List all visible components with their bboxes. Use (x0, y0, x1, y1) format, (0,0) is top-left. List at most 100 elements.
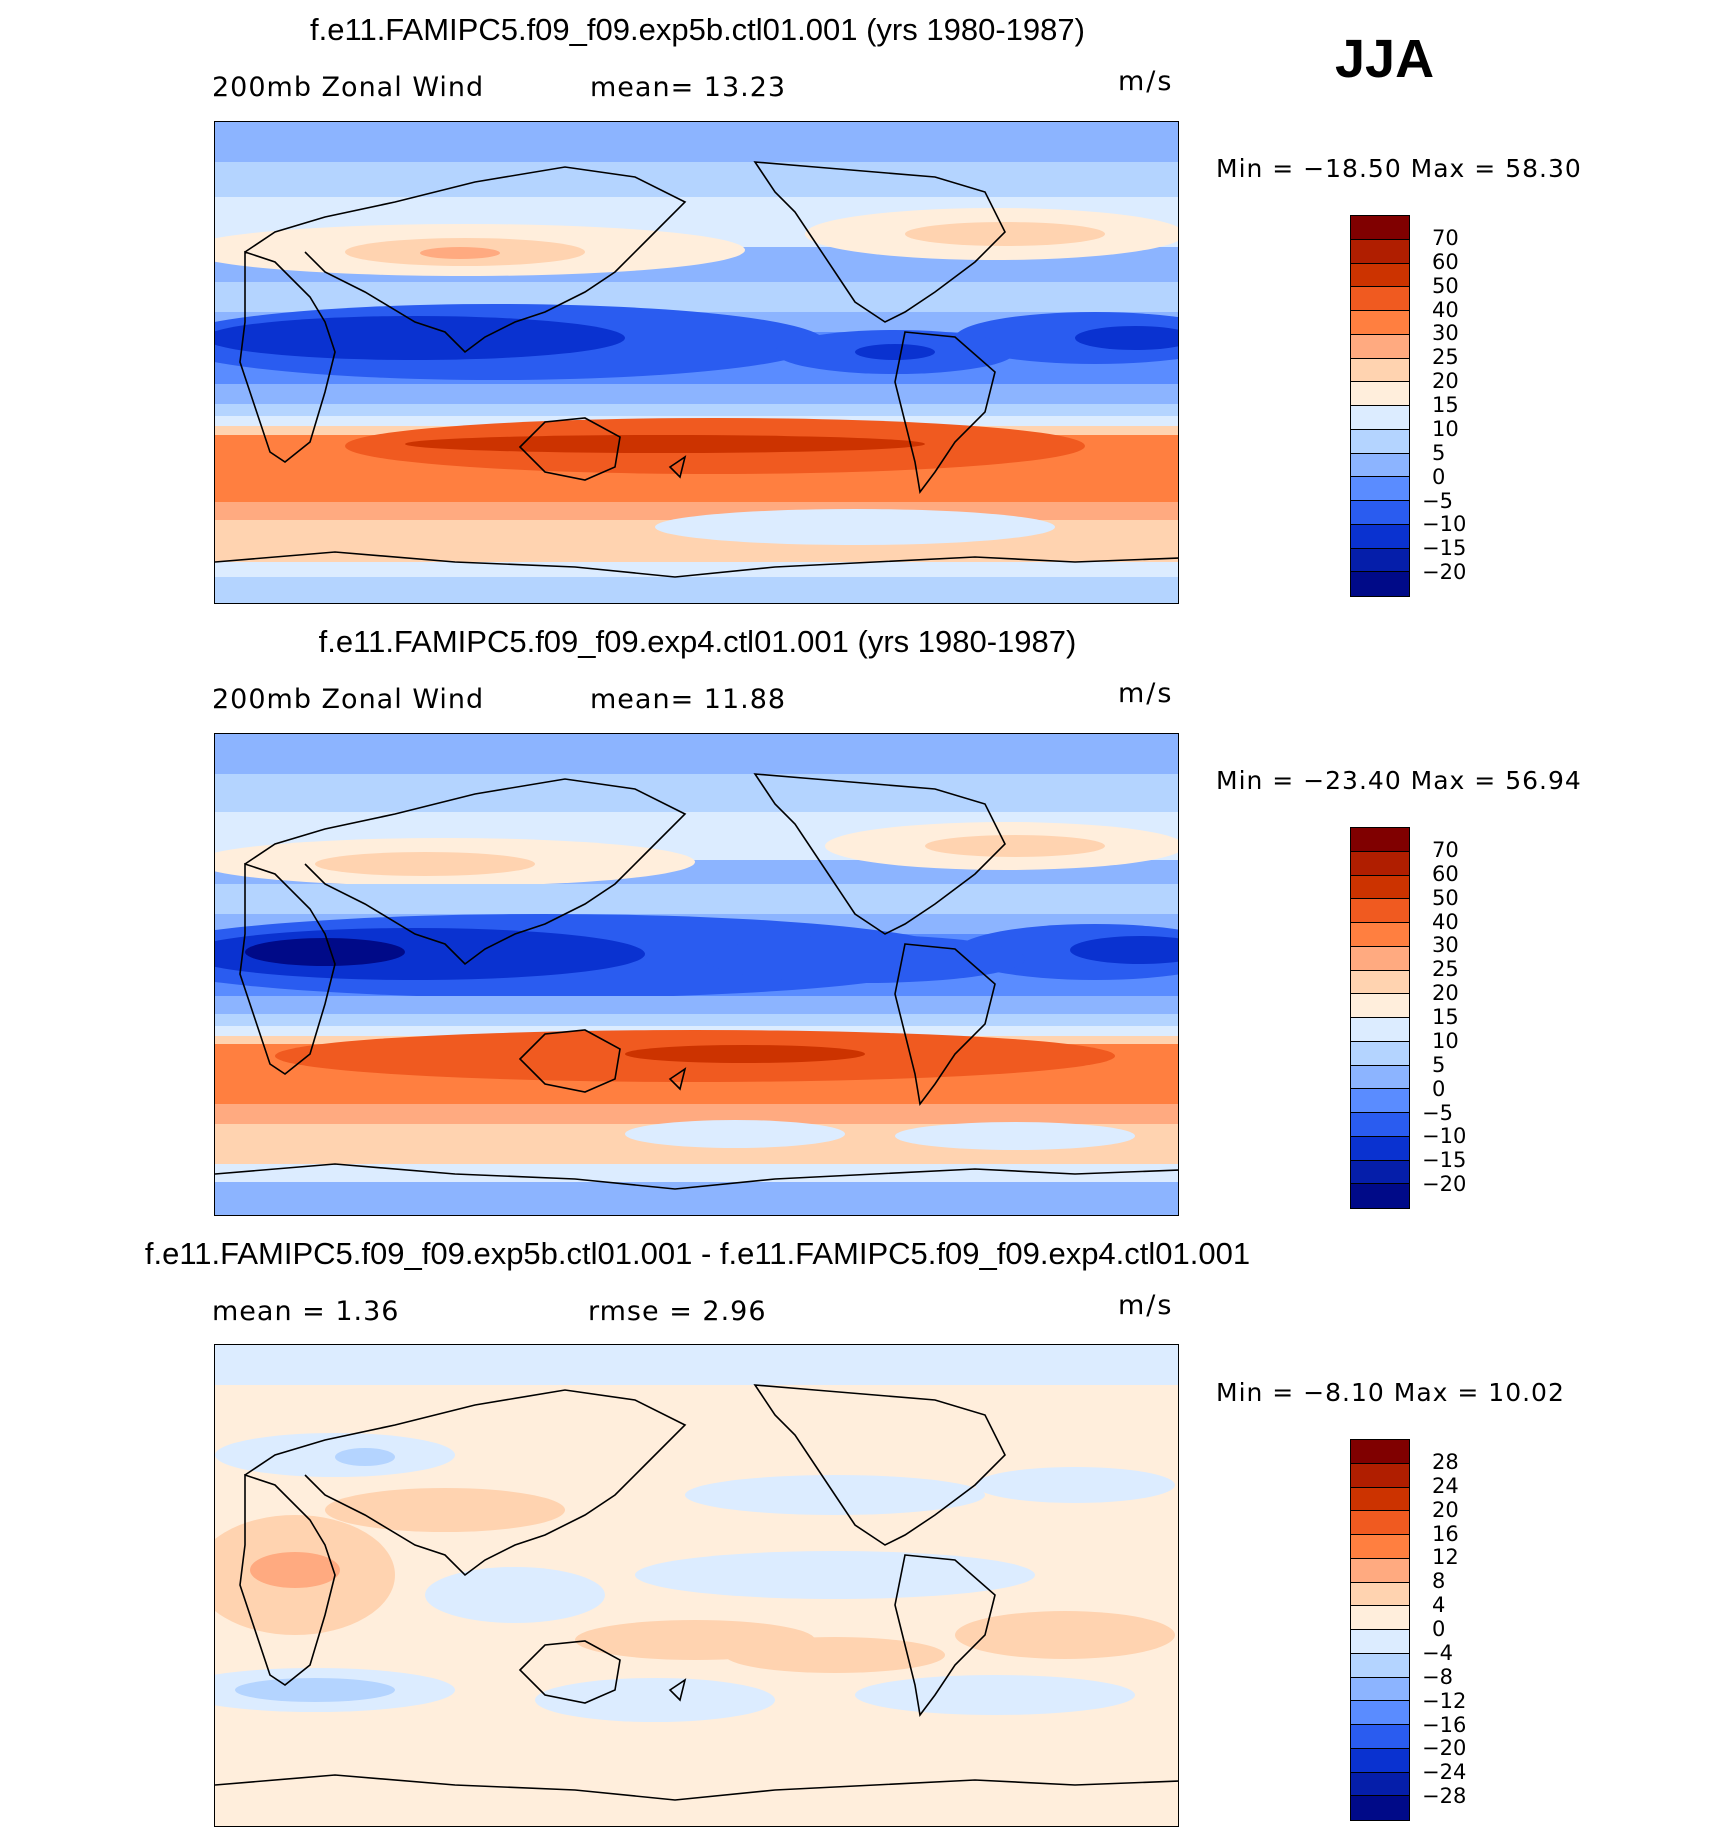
panel-3-colorbar (1350, 1439, 1410, 1821)
colorbar-tick-label: 60 (1432, 861, 1459, 886)
colorbar-segment (1351, 453, 1409, 478)
season-label: JJA (1335, 29, 1435, 89)
panel-1-band-north-pole (215, 122, 1178, 152)
colorbar-segment (1351, 1487, 1409, 1512)
colorbar-tick-label: 20 (1432, 369, 1459, 394)
panel-1-band-sh-transition-1 (215, 404, 1178, 416)
panel-1-band-equator (215, 384, 1178, 404)
panel-2-nh-jet-asia-core (315, 852, 535, 876)
colorbar-segment (1351, 1184, 1409, 1208)
panel-3-pos-asia (325, 1488, 565, 1532)
panel-1-nh-jet-asia-max (420, 247, 500, 259)
colorbar-tick-label: 5 (1432, 1052, 1446, 1077)
panel-3-units: m/s (1118, 1290, 1174, 1321)
colorbar-tick-label: 20 (1432, 1497, 1459, 1522)
colorbar-segment (1351, 994, 1409, 1018)
panel-1-coast-africa (239, 250, 336, 463)
colorbar-tick-label: −20 (1422, 560, 1467, 585)
panel-3-coast-new-zealand (668, 1678, 687, 1702)
colorbar-segment (1351, 334, 1409, 359)
colorbar-tick-label: 12 (1432, 1545, 1459, 1570)
panel-1-band-antarctic-2 (215, 577, 1178, 603)
panel-1-mean-label: mean= 13.23 (590, 72, 787, 103)
panel-2-mean-label: mean= 11.88 (590, 684, 787, 715)
colorbar-segment (1351, 477, 1409, 501)
panel-3-coast-australia (518, 1640, 621, 1704)
colorbar-tick-label: −24 (1422, 1760, 1467, 1785)
colorbar-tick-label: 10 (1432, 1028, 1459, 1053)
colorbar-segment (1351, 1558, 1409, 1583)
colorbar-tick-label: 15 (1432, 393, 1459, 417)
colorbar-tick-label: 25 (1432, 345, 1459, 370)
panel-2-title: f.e11.FAMIPC5.f09_f09.exp4.ctl01.001 (yr… (318, 624, 1077, 659)
colorbar-segment (1351, 1136, 1409, 1161)
panel-3-band-sh-pos (215, 1725, 1178, 1755)
panel-2-coast-new-zealand (668, 1067, 687, 1091)
colorbar-segment (1351, 1772, 1409, 1797)
panel-1-easterly-pacific-core (855, 344, 935, 360)
panel-1-coast-eurasia (244, 166, 687, 354)
panel-3-rmse-label: rmse = 2.96 (588, 1296, 767, 1327)
panel-3-band-antarctic (215, 1755, 1178, 1826)
panel-1-map (214, 121, 1179, 604)
colorbar-tick-label: −5 (1422, 1100, 1453, 1125)
panel-1-nh-jet-atlantic-core (905, 222, 1105, 246)
panel-1-coast-antarctica (215, 551, 1178, 578)
panel-3-map-svg (215, 1345, 1178, 1826)
panel-3-neg-sh-2 (535, 1678, 775, 1722)
colorbar-segment (1351, 946, 1409, 971)
panel-2-coast-australia (518, 1029, 621, 1093)
panel-2-easterly-pacific (705, 935, 1025, 983)
panel-2-coast-eurasia (244, 778, 687, 966)
colorbar-segment (1351, 501, 1409, 525)
colorbar-segment (1351, 1440, 1409, 1464)
panel-1-variable-label: 200mb Zonal Wind (212, 72, 485, 103)
colorbar-tick-label: 0 (1432, 1617, 1446, 1641)
colorbar-segment (1351, 1701, 1409, 1725)
colorbar-tick-label: −8 (1422, 1664, 1453, 1689)
panel-1-coast-south-america (894, 331, 996, 494)
colorbar-tick-label: 0 (1432, 464, 1446, 489)
colorbar-tick-label: 16 (1432, 1521, 1459, 1546)
colorbar-tick-label: −5 (1422, 488, 1453, 513)
panel-3-coast-antarctica (215, 1774, 1178, 1801)
panel-2-map-svg (215, 734, 1178, 1215)
colorbar-segment (1351, 1160, 1409, 1185)
colorbar-tick-label: −10 (1422, 512, 1467, 537)
colorbar-tick-label: 28 (1432, 1449, 1459, 1474)
colorbar-segment (1351, 1653, 1409, 1678)
panel-2-minmax: Min = −23.40 Max = 56.94 (1216, 766, 1582, 795)
colorbar-tick-label: 50 (1432, 885, 1459, 910)
panel-1-easterly-atlantic-core (1075, 326, 1178, 350)
colorbar-segment (1351, 1065, 1409, 1090)
panel-2-map (214, 733, 1179, 1216)
panel-3-neg-sh-1-core (235, 1678, 395, 1702)
colorbar-tick-label: −12 (1422, 1688, 1467, 1713)
panel-2-colorbar (1350, 827, 1410, 1209)
colorbar-segment (1351, 851, 1409, 876)
panel-1-sh-jet-max (405, 435, 925, 453)
colorbar-segment (1351, 239, 1409, 264)
panel-1-units: m/s (1118, 66, 1174, 97)
colorbar-segment (1351, 1018, 1409, 1042)
colorbar-segment (1351, 263, 1409, 288)
panel-3-neg-pacific-trop (635, 1551, 1035, 1599)
colorbar-segment (1351, 828, 1409, 852)
colorbar-tick-label: −10 (1422, 1124, 1467, 1149)
colorbar-segment (1351, 1748, 1409, 1773)
colorbar-tick-label: 40 (1432, 909, 1459, 934)
colorbar-segment (1351, 311, 1409, 335)
colorbar-segment (1351, 1511, 1409, 1535)
colorbar-tick-label: −16 (1422, 1712, 1467, 1737)
colorbar-segment (1351, 899, 1409, 923)
panel-2-band-antarctic-1 (215, 1164, 1178, 1184)
colorbar-segment (1351, 923, 1409, 947)
panel-2-band-equator (215, 996, 1178, 1014)
panel-2-coast-antarctica (215, 1163, 1178, 1190)
panel-3-neg-indian (425, 1567, 605, 1623)
panel-3-coast-north-america (753, 1384, 1006, 1546)
panel-2-sh-light-patch-2 (895, 1122, 1135, 1150)
colorbar-tick-label: 5 (1432, 440, 1446, 465)
colorbar-tick-label: 70 (1432, 837, 1459, 862)
panel-2-coast-north-america (753, 773, 1006, 935)
